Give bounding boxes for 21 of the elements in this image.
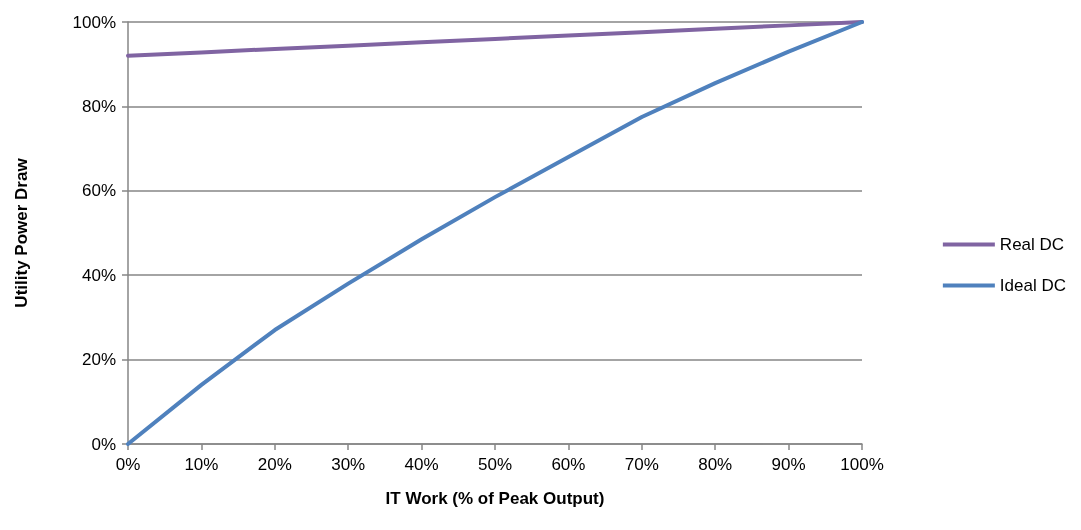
x-tick-label: 10% bbox=[184, 455, 219, 474]
x-tick-label: 100% bbox=[840, 455, 884, 474]
x-axis-title: IT Work (% of Peak Output) bbox=[385, 489, 605, 508]
y-tick-label: 80% bbox=[81, 96, 116, 116]
x-tick-label: 50% bbox=[477, 455, 513, 474]
x-tick-label: 20% bbox=[257, 455, 292, 474]
x-tick-label: 40% bbox=[404, 455, 439, 474]
y-tick-label: 100% bbox=[72, 12, 116, 32]
x-tick-label: 0% bbox=[115, 455, 141, 474]
x-tick-label: 30% bbox=[331, 455, 366, 474]
y-tick-label: 60% bbox=[81, 181, 116, 201]
x-tick-label: 70% bbox=[624, 455, 659, 474]
y-tick-label: 20% bbox=[81, 350, 116, 370]
x-tick-label: 60% bbox=[551, 455, 586, 474]
legend-label: Ideal DC bbox=[999, 276, 1066, 295]
x-tick-label: 80% bbox=[698, 455, 733, 474]
y-tick-label: 40% bbox=[81, 265, 116, 285]
x-tick-label: 90% bbox=[771, 455, 806, 474]
legend-label: Real DC bbox=[999, 235, 1065, 254]
y-axis-title: Utility Power Draw bbox=[12, 157, 31, 308]
y-tick-label: 0% bbox=[91, 434, 116, 454]
